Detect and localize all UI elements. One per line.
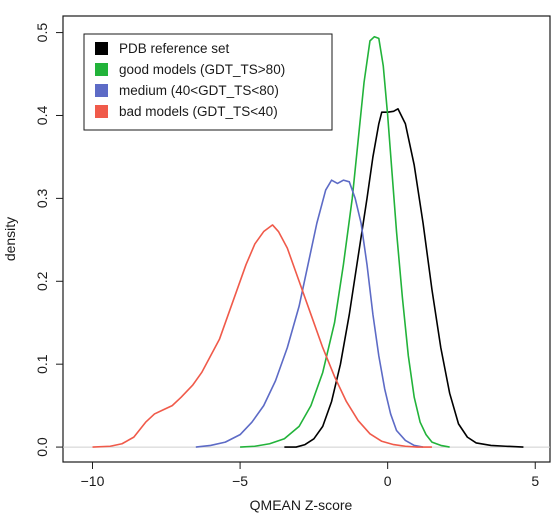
x-tick-label: 5 [531,473,539,489]
legend-swatch-medium [95,84,108,97]
x-axis: −10 −5 0 5 [81,462,539,489]
legend-swatch-pdb [95,42,108,55]
y-tick-label: 0.0 [34,437,50,457]
density-curves [92,35,524,448]
density-line-1 [240,35,450,448]
y-tick-label: 0.4 [34,106,50,126]
y-tick-label: 0.5 [34,23,50,43]
x-tick-label: −5 [232,473,248,489]
legend-label-good: good models (GDT_TS>80) [119,62,285,77]
density-line-2 [195,179,424,448]
density-line-3 [92,224,432,448]
y-axis: 0.0 0.1 0.2 0.3 0.4 0.5 [34,23,63,457]
legend-label-pdb: PDB reference set [119,41,230,56]
plot-frame [62,15,551,463]
legend-label-medium: medium (40<GDT_TS<80) [119,83,279,98]
legend-label-bad: bad models (GDT_TS<40) [119,104,278,119]
legend-box [83,33,333,131]
legend-swatch-good [95,63,108,76]
y-tick-label: 0.2 [34,271,50,291]
density-line-0 [284,108,524,448]
x-axis-label: QMEAN Z-score [250,497,353,513]
y-tick-label: 0.3 [34,188,50,208]
y-axis-label: density [2,217,18,261]
y-tick-label: 0.1 [34,354,50,374]
x-tick-label: 0 [384,473,392,489]
x-tick-label: −10 [81,473,105,489]
legend-swatch-bad [95,105,108,118]
legend: PDB reference set good models (GDT_TS>80… [83,33,333,131]
